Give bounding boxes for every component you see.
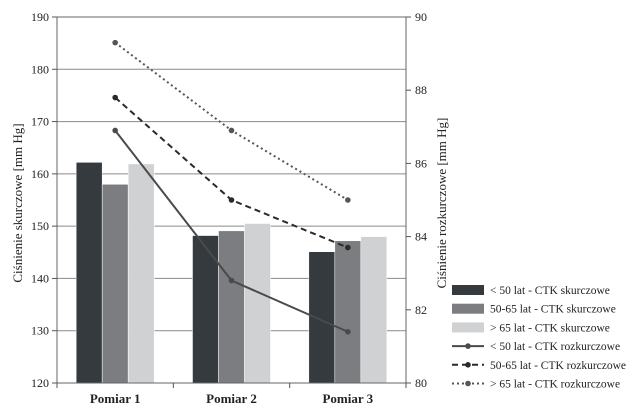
legend-label: > 65 lat - CTK rozkurczowe (490, 379, 620, 391)
legend-label: 50-65 lat - CTK skurczowe (490, 304, 616, 316)
right-tick-label: 86 (415, 156, 427, 170)
legend: < 50 lat - CTK skurczowe 50-65 lat - CTK … (452, 285, 626, 391)
legend-marker (465, 362, 471, 368)
right-axis-ticks: 80 82 84 86 88 90 (406, 10, 427, 390)
category-label: Pomiar 2 (206, 391, 257, 406)
series-point (112, 127, 118, 134)
left-tick-label: 130 (31, 324, 49, 338)
axes (56, 16, 407, 388)
category-label: Pomiar 1 (90, 391, 141, 406)
bar (244, 223, 271, 384)
bar (127, 163, 155, 384)
bar (101, 184, 129, 384)
right-axis-title: Ciśnienie rozkurczowe [mm Hg] (434, 118, 449, 289)
legend-swatch (452, 285, 484, 295)
legend-label: < 50 lat - CTK skurczowe (490, 285, 610, 297)
bar (75, 162, 103, 384)
legend-label: 50-65 lat - CTK rozkurczowe (490, 360, 626, 372)
left-tick-label: 150 (31, 219, 49, 233)
legend-swatch (452, 322, 484, 333)
bar (360, 236, 388, 384)
right-tick-label: 82 (415, 303, 427, 317)
bar (218, 230, 245, 384)
series-point (228, 127, 235, 134)
legend-swatch (452, 303, 484, 314)
series-point (228, 277, 235, 284)
left-tick-label: 170 (31, 115, 49, 129)
series-point (228, 197, 235, 203)
bar (334, 240, 362, 384)
category-label: Pomiar 3 (322, 391, 373, 406)
left-tick-label: 120 (31, 376, 49, 390)
left-tick-label: 140 (31, 271, 49, 285)
legend-label: > 65 lat - CTK skurczowe (490, 322, 610, 334)
bars (75, 162, 388, 384)
series-point (112, 39, 118, 46)
right-tick-label: 80 (415, 376, 427, 390)
left-tick-label: 180 (31, 62, 49, 76)
category-labels: Pomiar 1 Pomiar 2 Pomiar 3 (90, 391, 374, 406)
right-tick-label: 88 (415, 83, 427, 97)
left-tick-label: 160 (31, 167, 49, 181)
right-tick-label: 90 (415, 10, 427, 24)
right-tick-label: 84 (415, 230, 427, 244)
series-point (112, 94, 118, 101)
left-axis-title: Ciśnienie skurczowe [mm Hg] (10, 123, 25, 282)
series-point (345, 197, 351, 203)
legend-label: < 50 lat - CTK rozkurczowe (490, 341, 620, 353)
series-point (345, 244, 351, 251)
left-axis-ticks: 120 130 140 150 160 170 180 190 (31, 10, 57, 390)
legend-marker (465, 343, 471, 349)
line-series (112, 39, 351, 335)
plot-frame (56, 16, 407, 384)
left-tick-label: 190 (31, 10, 49, 24)
series-point (345, 328, 351, 335)
legend-marker (465, 380, 471, 387)
